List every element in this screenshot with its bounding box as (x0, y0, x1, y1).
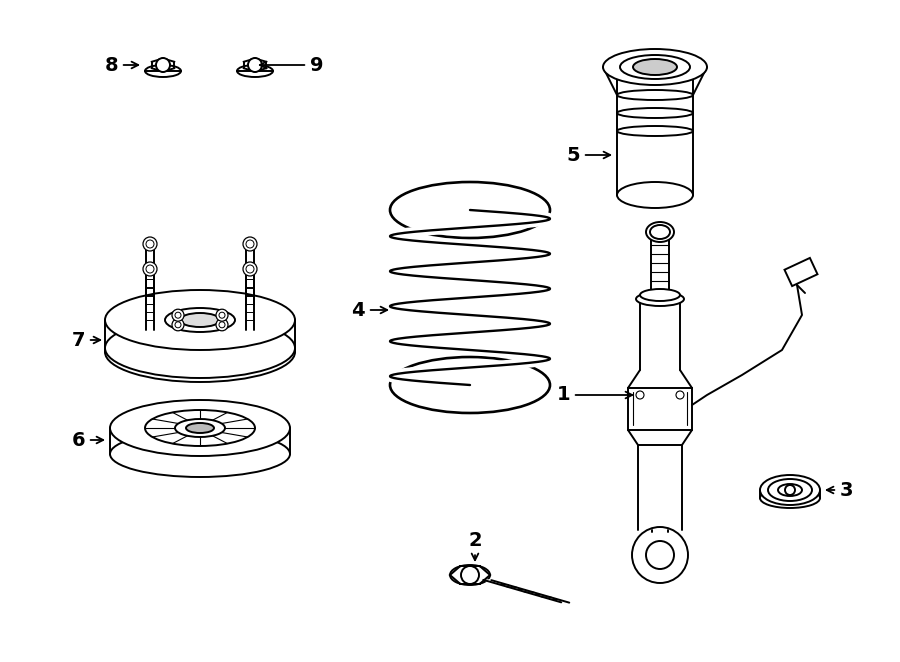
Circle shape (646, 541, 674, 569)
Ellipse shape (768, 479, 812, 501)
Circle shape (143, 237, 157, 251)
Ellipse shape (180, 313, 220, 327)
Text: 1: 1 (556, 385, 632, 404)
Circle shape (243, 237, 257, 251)
Circle shape (175, 312, 181, 318)
Ellipse shape (617, 126, 693, 136)
Ellipse shape (165, 308, 235, 332)
Ellipse shape (390, 357, 550, 413)
Ellipse shape (620, 55, 690, 79)
Circle shape (219, 312, 225, 318)
Ellipse shape (105, 318, 295, 378)
Ellipse shape (237, 65, 273, 77)
Circle shape (246, 240, 254, 248)
Bar (628, 388, 692, 430)
Circle shape (143, 262, 157, 276)
Polygon shape (483, 580, 570, 602)
Ellipse shape (636, 292, 684, 306)
Text: 6: 6 (71, 430, 104, 449)
Ellipse shape (617, 182, 693, 208)
Text: 9: 9 (260, 56, 323, 75)
Text: 2: 2 (468, 530, 482, 560)
Text: 8: 8 (104, 56, 139, 75)
Polygon shape (628, 430, 692, 445)
Circle shape (156, 58, 170, 72)
Ellipse shape (145, 65, 181, 77)
Text: 7: 7 (71, 330, 100, 350)
Circle shape (676, 391, 684, 399)
Ellipse shape (617, 108, 693, 118)
Polygon shape (628, 370, 692, 388)
Circle shape (216, 309, 228, 321)
Circle shape (175, 322, 181, 328)
Ellipse shape (110, 431, 290, 477)
Ellipse shape (105, 290, 295, 350)
Ellipse shape (390, 182, 550, 238)
Circle shape (172, 319, 184, 331)
Ellipse shape (145, 410, 255, 446)
Ellipse shape (646, 222, 674, 242)
Bar (785, 258, 817, 286)
Ellipse shape (617, 90, 693, 100)
Circle shape (636, 391, 644, 399)
Ellipse shape (650, 225, 670, 239)
Ellipse shape (640, 289, 680, 301)
Circle shape (461, 566, 479, 584)
Circle shape (219, 322, 225, 328)
Circle shape (216, 319, 228, 331)
Ellipse shape (175, 419, 225, 437)
Ellipse shape (603, 49, 707, 85)
Circle shape (248, 58, 262, 72)
Circle shape (785, 485, 795, 495)
Text: 5: 5 (566, 146, 610, 164)
Text: 4: 4 (351, 301, 387, 320)
Ellipse shape (760, 488, 820, 508)
Ellipse shape (760, 475, 820, 505)
Ellipse shape (633, 59, 677, 75)
Text: 3: 3 (827, 481, 853, 500)
Ellipse shape (450, 565, 490, 585)
Circle shape (632, 527, 688, 583)
Circle shape (172, 309, 184, 321)
Ellipse shape (110, 400, 290, 456)
Circle shape (146, 240, 154, 248)
Ellipse shape (778, 484, 802, 496)
Circle shape (246, 265, 254, 273)
Circle shape (146, 265, 154, 273)
Ellipse shape (105, 322, 295, 382)
Circle shape (243, 262, 257, 276)
Ellipse shape (186, 423, 214, 433)
